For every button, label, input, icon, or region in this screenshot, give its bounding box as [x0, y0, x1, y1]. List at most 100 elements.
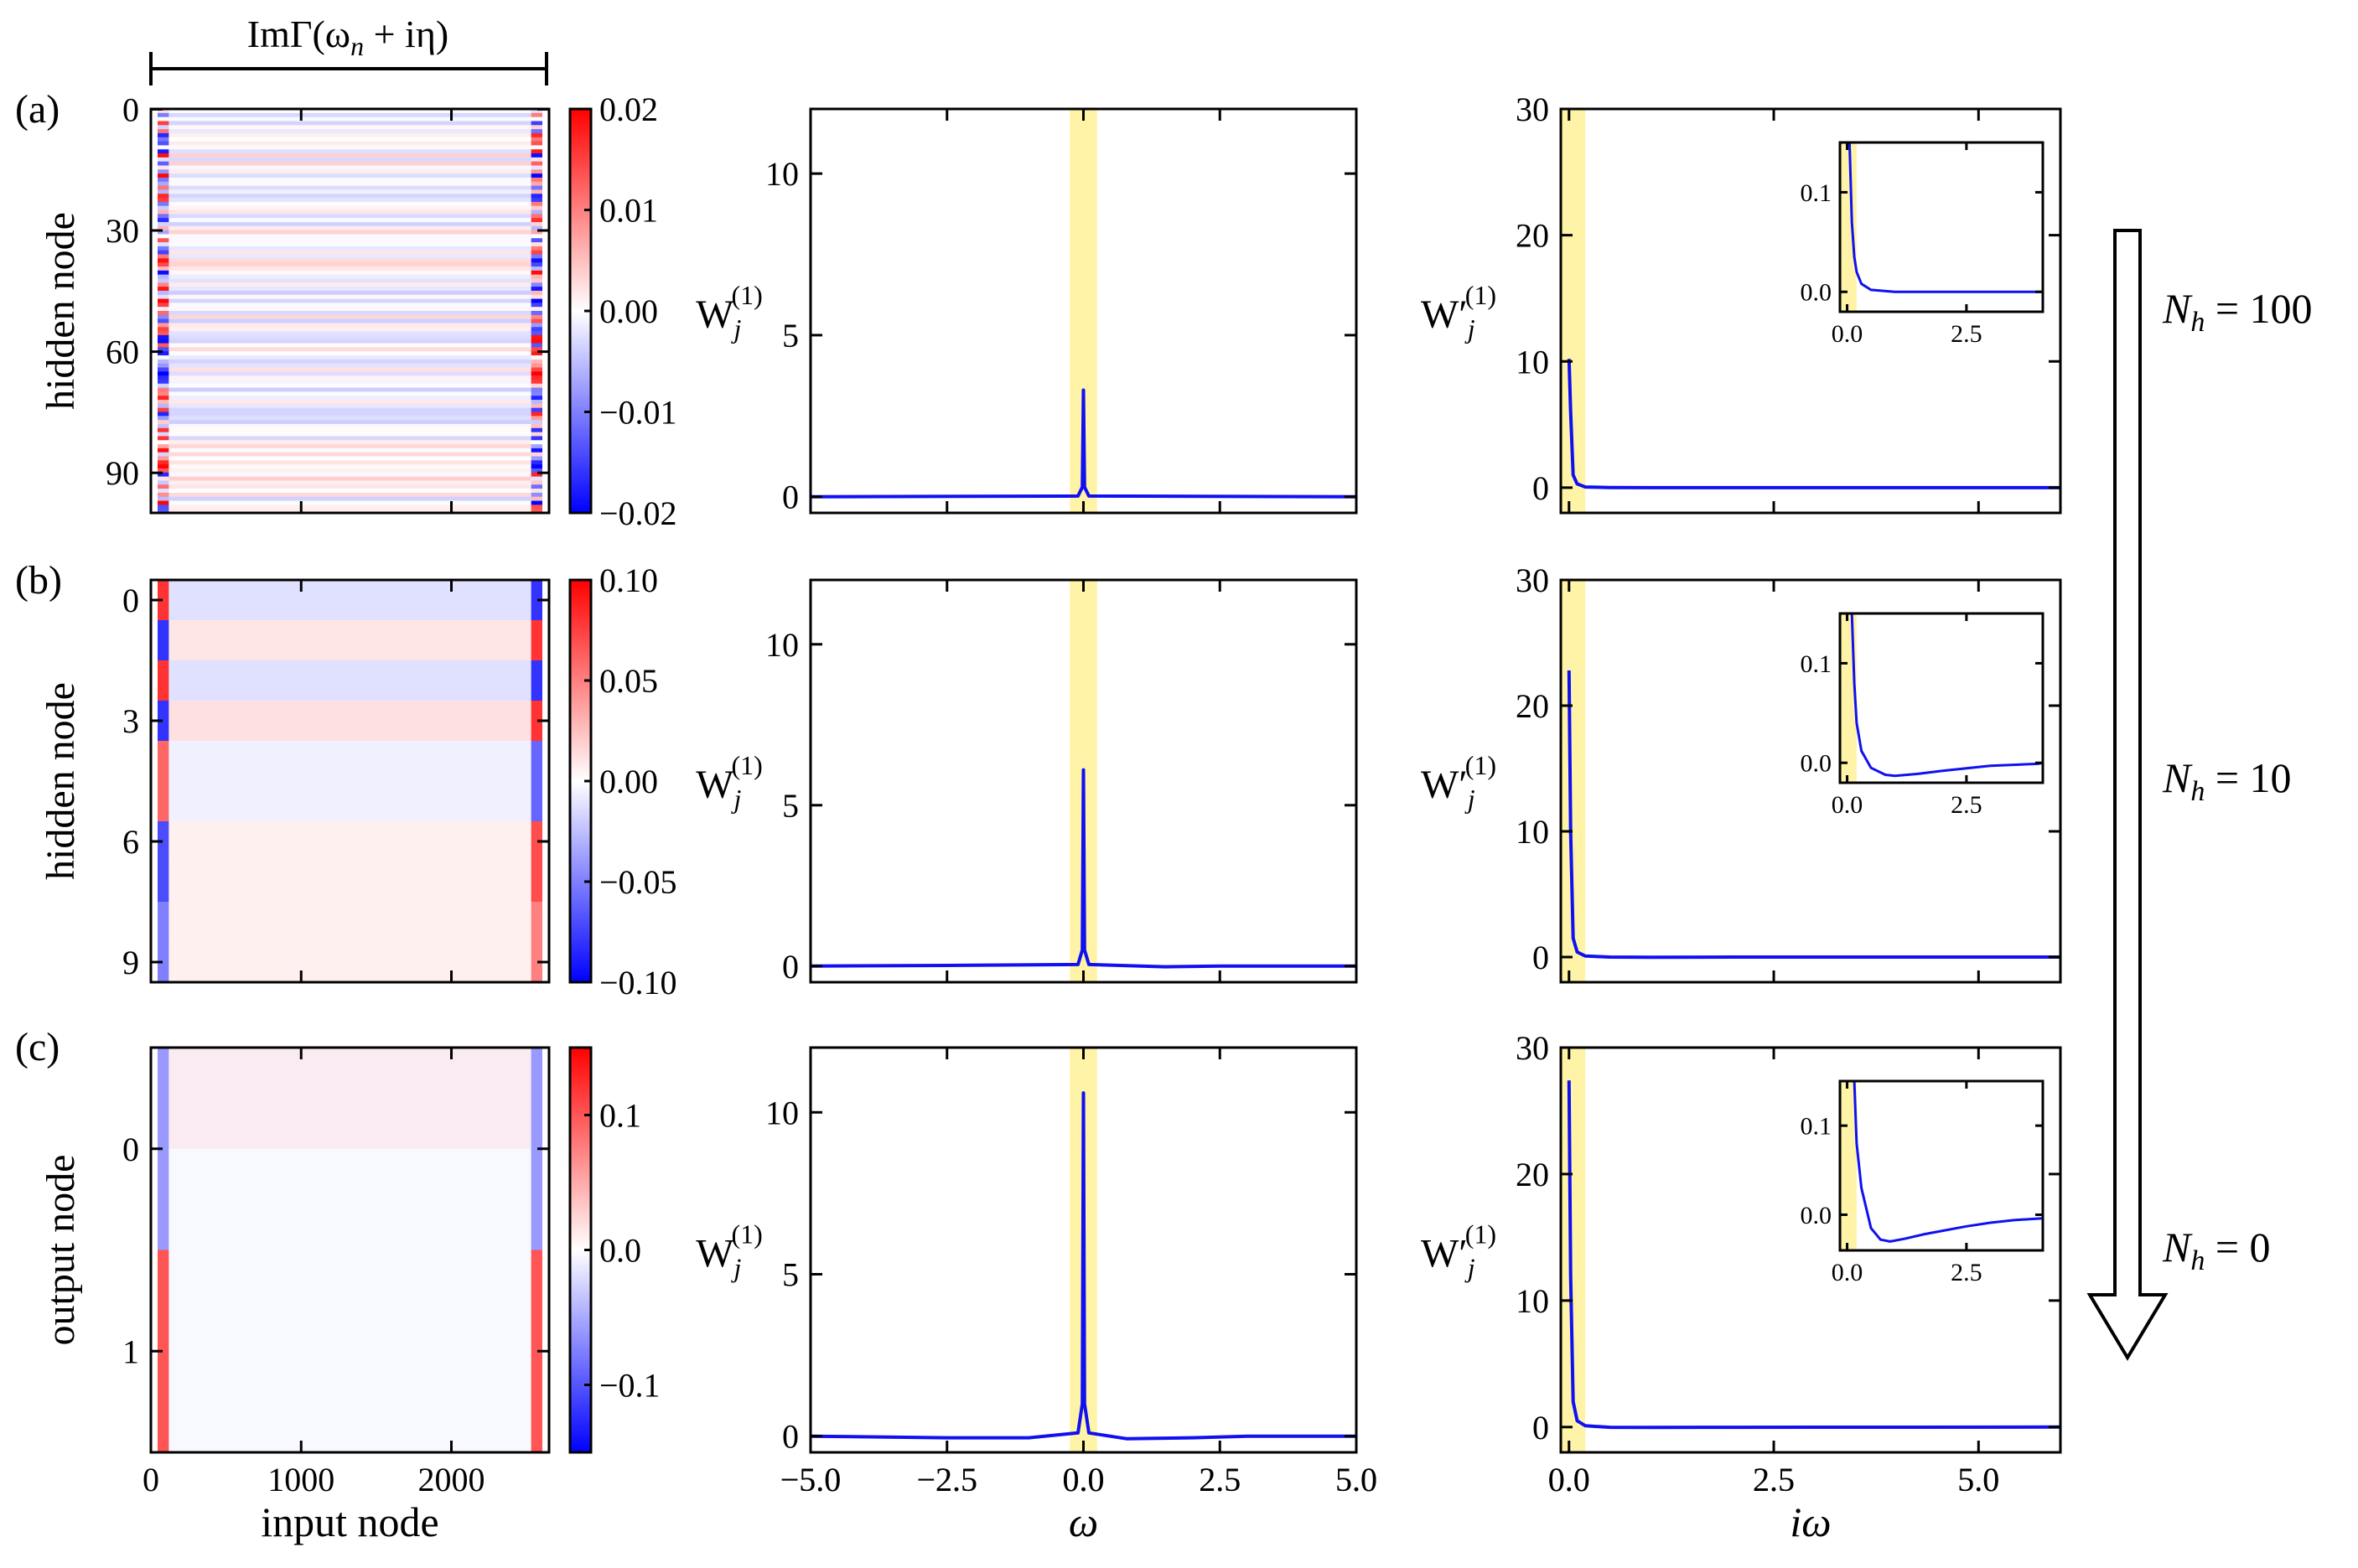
heatmap-edge-left	[158, 210, 169, 215]
heatmap-edge-right	[531, 254, 542, 259]
heatmap-row	[168, 221, 531, 227]
heatmap-edge-right	[531, 198, 542, 203]
in1-xtick-label: 2.5	[1951, 791, 1982, 819]
heatmap-edge-left	[158, 942, 169, 983]
colorbar-tick-label: 0.0	[599, 1232, 641, 1270]
colorbar-tick-label: −0.05	[599, 863, 677, 901]
heatmap-edge-right	[531, 116, 542, 122]
imag-xlabel: iω	[1790, 1498, 1831, 1545]
heatmap-edge-right	[531, 287, 542, 292]
heatmap-edge-left	[158, 444, 169, 449]
heatmap-edge-left	[158, 201, 169, 207]
sp2-xtick-label: −5.0	[780, 1461, 842, 1498]
heatmap-edge-right	[531, 942, 542, 983]
heatmap-edge-left	[158, 246, 169, 251]
heatmap-edge-left	[158, 420, 169, 425]
ylabel-main: W′	[1421, 1232, 1468, 1276]
heatmap-row	[168, 116, 531, 122]
inset-bg	[1840, 613, 2043, 783]
ylabel-sup: (1)	[731, 280, 762, 310]
in0-highlight-band	[1840, 142, 1857, 312]
imag-2: 0 10 20 30 W′j (1) 0.0 0.1 0.0 2.5	[1421, 561, 2062, 984]
heatmap-edge-right	[531, 266, 542, 272]
heatmap-edge-left	[158, 287, 169, 292]
heatmap-edge-right	[531, 303, 542, 308]
heatmap-edge-right	[531, 821, 542, 862]
heatmap-edge-right	[531, 323, 542, 328]
in1-frame	[1838, 612, 2044, 784]
heatmap-edge-right	[531, 509, 542, 514]
sp2-xtick-label: 2.5	[1199, 1461, 1241, 1498]
heatmap-edge-right	[531, 262, 542, 267]
heatmap-edge-left	[158, 278, 169, 283]
heatmap-edge-left	[158, 701, 169, 742]
heatmap-edge-left	[158, 290, 169, 296]
heatmap-row	[168, 456, 531, 461]
heatmap-row	[168, 282, 531, 287]
heatmap-edge-left	[158, 214, 169, 219]
ylabel-sub: j	[1464, 313, 1475, 344]
heatmap-edge-left	[158, 509, 169, 514]
heatmap-edge-left	[158, 343, 169, 348]
im2-ytick-label: 30	[1516, 1029, 1549, 1067]
sp2-ytick-label: 5	[782, 1255, 799, 1293]
colorbar-1: 0.02 0.01 0.00 −0.01 −0.02	[568, 91, 677, 532]
heatmap-edge-left	[158, 153, 169, 158]
heatmap-edge-right	[531, 294, 542, 300]
heatmap-edge-left	[158, 367, 169, 372]
heatmap-edge-right	[531, 165, 542, 170]
heatmap-edge-right	[531, 109, 542, 114]
im0-ytick-label: 20	[1516, 217, 1549, 255]
heatmap-edge-right	[531, 185, 542, 190]
ylabel-main: W′	[1421, 763, 1468, 807]
arrow-label-100: Nh = 100	[2162, 285, 2313, 338]
heatmap-row	[168, 371, 531, 376]
colorbar-tick-label: 0.00	[599, 763, 658, 800]
spectrum-1: 0 5 10 Wj(1)	[696, 107, 1358, 516]
heatmap-edge-left	[158, 387, 169, 392]
heatmap-edge-left	[158, 318, 169, 324]
heatmap-row	[168, 298, 531, 303]
colorbar-tick-label: 0.00	[599, 292, 658, 330]
heatmap-row	[168, 407, 531, 413]
heatmap-edge-right	[531, 379, 542, 385]
heatmap-edge-right	[531, 367, 542, 372]
spectrum-xtick-label: 2.5	[1199, 1461, 1241, 1498]
heatmap-edge-left	[158, 225, 169, 231]
heatmap-edge-left	[158, 391, 169, 396]
ylabel-sup: (1)	[1465, 1219, 1496, 1250]
heatmap-row	[168, 862, 531, 903]
heatmap-edge-left	[158, 396, 169, 401]
heatmap-edge-right	[531, 355, 542, 360]
heatmap-row	[168, 157, 531, 163]
heatmap-edge-right	[531, 137, 542, 142]
heatmap-edge-right	[531, 218, 542, 223]
heatmap-row	[168, 218, 531, 223]
heatmap-edge-right	[531, 444, 542, 449]
sp1-ytick-label: 10	[765, 626, 799, 664]
header: ImΓ(ωn + iη)	[149, 13, 548, 85]
heatmap-edge-right	[531, 400, 542, 405]
inset-bg	[1840, 142, 2043, 312]
spectrum-ylabel: Wj(1)	[696, 1219, 763, 1283]
heatmap-edge-right	[531, 347, 542, 352]
ylabel-sup: (1)	[1465, 750, 1496, 780]
heatmap-edge-left	[158, 270, 169, 276]
heatmap-edge-left	[158, 218, 169, 223]
imag-xtick-label: 0.0	[1548, 1461, 1590, 1498]
heatmap-edge-right	[531, 314, 542, 320]
heatmap-edge-left	[158, 157, 169, 163]
sp0-ytick-label: 10	[765, 155, 799, 193]
heatmap-edge-right	[531, 331, 542, 336]
heatmap-edge-right	[531, 125, 542, 130]
heatmap-edge-left	[158, 407, 169, 413]
heatmap-edge-right	[531, 489, 542, 494]
heatmap-row	[168, 464, 531, 469]
heatmap-ytick-label: 0	[122, 91, 139, 128]
heatmap-row	[168, 185, 531, 190]
heatmap-row	[168, 318, 531, 324]
heatmap-edge-right	[531, 496, 542, 502]
heatmap-row	[168, 339, 531, 344]
